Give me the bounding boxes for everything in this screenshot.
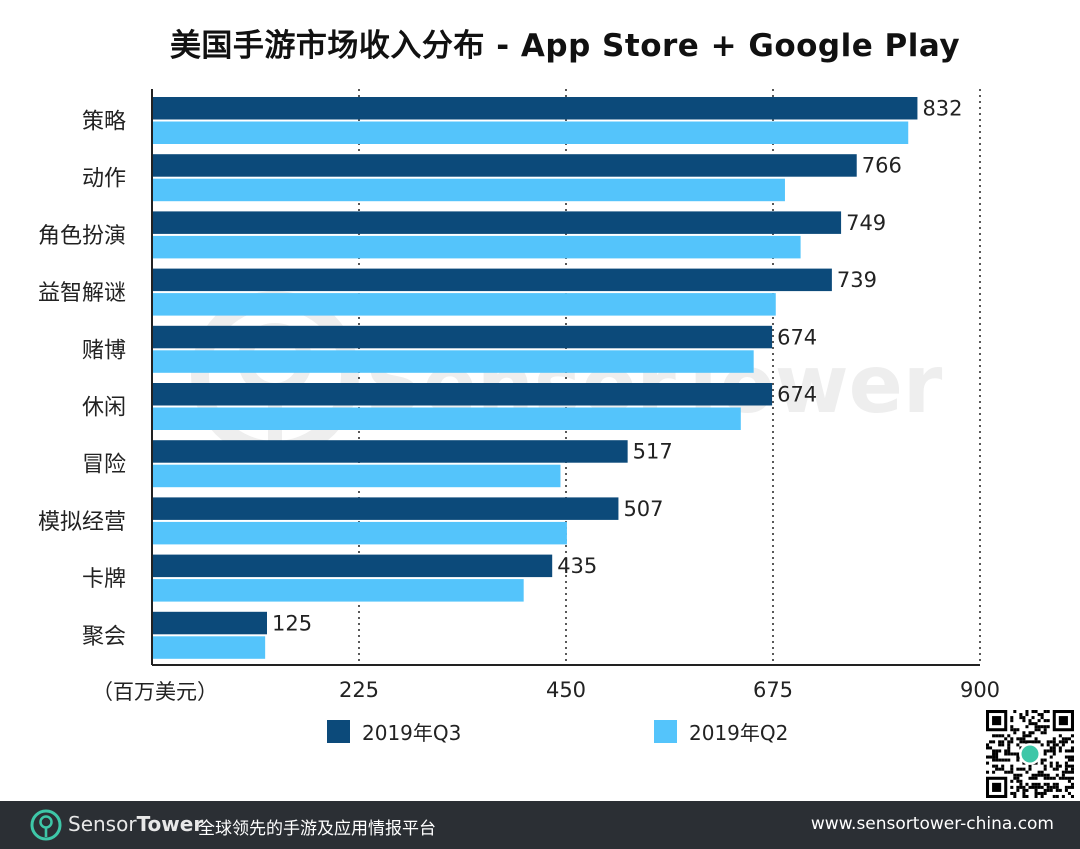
bar-q2 — [153, 521, 567, 545]
data-label-q3: 125 — [272, 611, 312, 635]
category-label: 模拟经营 — [38, 510, 126, 535]
bar-q2 — [153, 464, 561, 488]
legend-label-q3: 2019年Q3 — [362, 721, 462, 745]
bar-q3 — [153, 154, 857, 177]
bar-q2 — [153, 235, 801, 259]
x-tick-label-225: 225 — [339, 678, 379, 702]
legend-label-q2: 2019年Q2 — [689, 721, 789, 745]
bar-q3 — [153, 497, 619, 520]
data-label-q3: 749 — [846, 211, 886, 235]
bar-chart: 225 450 675 900 策略 832 动作 766 角色扮演 749 益智解谜 739 赌博 67… — [38, 89, 1000, 702]
chart-title: 美国手游市场收入分布 - App Store + Google Play — [169, 28, 961, 64]
bar-q3 — [153, 97, 918, 120]
data-label-q3: 766 — [862, 154, 902, 178]
data-label-q3: 517 — [633, 440, 673, 464]
footer-url[interactable]: www.sensortower-china.com — [810, 814, 1054, 834]
footer-slogan: 全球领先的手游及应用情报平台 — [198, 819, 436, 839]
x-tick-label-675: 675 — [753, 678, 793, 702]
footer-brand-part1: Sensor — [68, 812, 137, 836]
bar-q3 — [153, 325, 773, 349]
bar-q2 — [153, 579, 524, 602]
x-tick-label-450: 450 — [546, 678, 586, 702]
legend-item-q3: 2019年Q3 — [327, 717, 461, 746]
bar-q3 — [153, 211, 842, 234]
bar-q2 — [153, 121, 909, 144]
footer-brand: SensorTower — [68, 812, 203, 836]
bar-q2 — [153, 178, 785, 202]
bar-q2 — [153, 350, 754, 373]
bar-q3 — [153, 383, 773, 406]
category-label: 冒险 — [82, 453, 126, 478]
data-label-q3: 435 — [557, 554, 597, 578]
qr-code-icon — [986, 710, 1074, 798]
category-label: 动作 — [82, 167, 126, 192]
category-label: 休闲 — [82, 396, 126, 421]
legend-swatch-q3 — [327, 720, 350, 743]
category-label: 策略 — [82, 110, 126, 135]
category-label: 卡牌 — [82, 567, 126, 592]
bar-q3 — [153, 554, 553, 578]
category-label: 益智解谜 — [38, 281, 126, 306]
legend-item-q2: 2019年Q2 — [654, 717, 788, 746]
bar-q3 — [153, 611, 267, 635]
bar-q2 — [153, 407, 741, 430]
sensortower-logo-icon — [30, 809, 62, 841]
category-label: 赌博 — [82, 338, 126, 363]
bar-q3 — [153, 268, 832, 292]
bar-q2 — [153, 636, 266, 659]
data-label-q3: 674 — [777, 325, 817, 349]
category-label: 聚会 — [82, 624, 126, 649]
data-label-q3: 739 — [837, 268, 877, 292]
bar-q2 — [153, 293, 776, 316]
data-label-q3: 832 — [922, 97, 962, 121]
legend-swatch-q2 — [654, 720, 677, 743]
footer-bar: SensorTower 全球领先的手游及应用情报平台 www.sensortow… — [0, 801, 1080, 849]
bar-q3 — [153, 440, 628, 463]
data-label-q3: 674 — [777, 383, 817, 407]
category-label: 角色扮演 — [38, 224, 126, 249]
x-axis-unit-label: （百万美元） — [92, 680, 218, 704]
data-label-q3: 507 — [623, 497, 663, 521]
footer-brand-part2: Tower — [136, 812, 204, 836]
x-tick-label-900: 900 — [960, 678, 1000, 702]
